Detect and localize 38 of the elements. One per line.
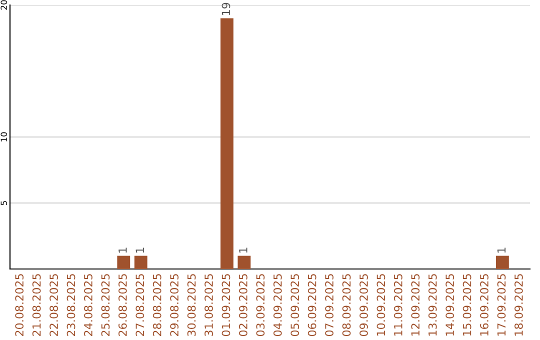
x-tick-label: 07.09.2025 — [325, 274, 334, 336]
x-tick-label: 17.09.2025 — [497, 274, 506, 336]
data-label: 1 — [239, 248, 248, 253]
x-tick-label: 27.08.2025 — [136, 274, 144, 336]
x-tick-label: 01.09.2025 — [222, 274, 230, 336]
x-tick-label: 25.08.2025 — [101, 274, 110, 336]
x-tick-label: 05.09.2025 — [290, 274, 300, 336]
x-tick-label: 03.09.2025 — [256, 274, 265, 336]
x-tick-label: 11.09.2025 — [394, 274, 402, 336]
x-tick-label: 10.09.2025 — [376, 274, 386, 336]
x-tick-label: 06.09.2025 — [308, 274, 316, 336]
x-tick-label: 21.08.2025 — [32, 274, 41, 336]
x-tick-label: 31.08.2025 — [204, 274, 213, 336]
x-tick-label: 24.08.2025 — [84, 274, 92, 336]
x-tick-label: 20.08.2025 — [15, 274, 24, 336]
x-tick-label: 08.09.2025 — [342, 274, 351, 336]
x-tick-label: 14.09.2025 — [446, 274, 454, 336]
y-tick-label: 20 — [0, 0, 7, 10]
y-tick-label: 5 — [0, 201, 7, 206]
data-label: 1 — [497, 248, 506, 253]
x-tick-label: 09.09.2025 — [360, 274, 368, 336]
x-tick-label: 04.09.2025 — [273, 274, 282, 336]
x-tick-label: 12.09.2025 — [411, 274, 420, 336]
data-label: 1 — [136, 248, 144, 253]
x-tick-label: 28.08.2025 — [152, 274, 162, 336]
x-tick-label: 29.08.2025 — [170, 274, 179, 336]
x-tick-label: 15.09.2025 — [462, 274, 472, 336]
x-tick-label: 02.09.2025 — [238, 274, 248, 336]
x-tick-label: 30.08.2025 — [187, 274, 196, 336]
y-tick-label: 10 — [0, 132, 7, 142]
x-tick-label: 16.09.2025 — [480, 274, 488, 336]
x-tick-label: 18.09.2025 — [514, 274, 523, 336]
x-tick-label: 13.09.2025 — [428, 274, 437, 336]
x-tick-label: 23.08.2025 — [66, 274, 76, 336]
data-label: 19 — [222, 2, 230, 15]
data-label: 1 — [118, 248, 127, 253]
x-tick-label: 26.08.2025 — [118, 274, 127, 336]
x-tick-label: 22.08.2025 — [50, 274, 58, 336]
